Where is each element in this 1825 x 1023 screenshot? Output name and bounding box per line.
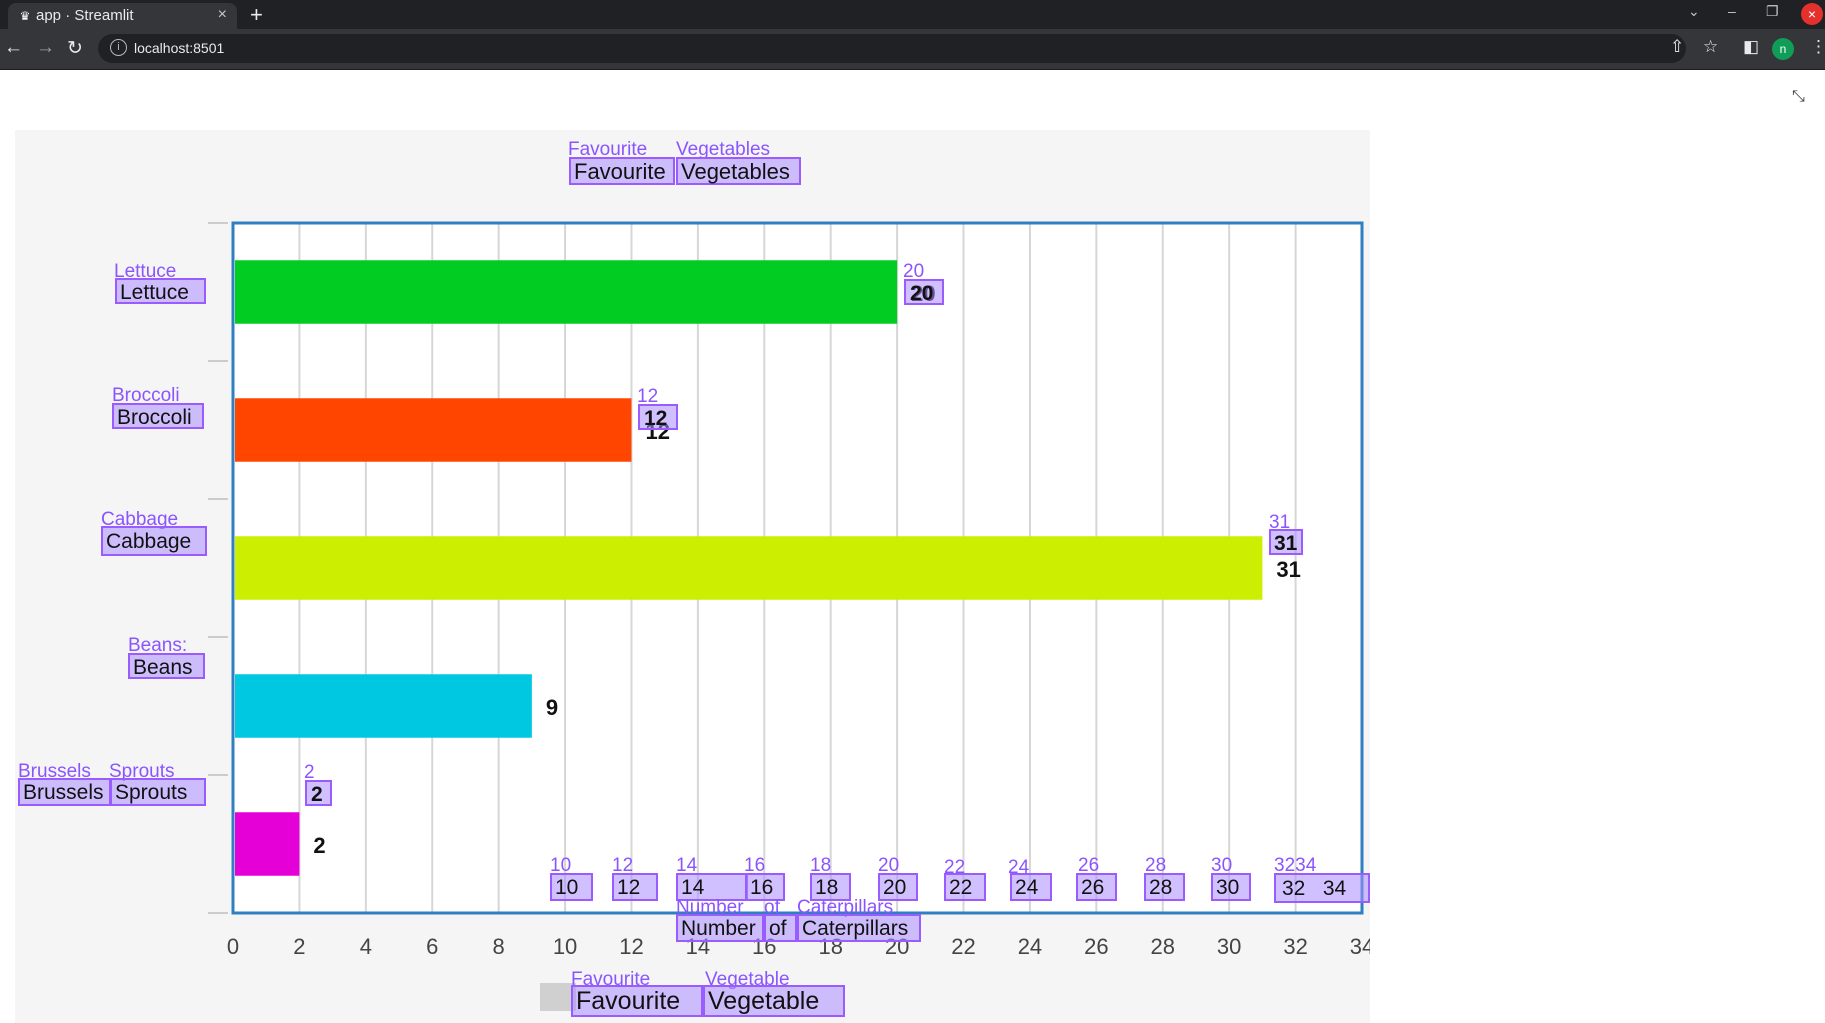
x-tick-label: 6: [426, 934, 438, 959]
streamlit-page: ⤡ 20 12 31 9 2 0 2 4 6 8 10 12 14 16 18 20 22 24 26 28 30 32 3…: [0, 70, 1825, 1023]
bookmark-star-icon[interactable]: ☆: [1703, 37, 1719, 56]
x-tick-label: 18: [818, 934, 842, 959]
x-tick-label: 24: [1018, 934, 1042, 959]
window-close-button[interactable]: ×: [1801, 3, 1823, 25]
x-tick-label: 30: [1217, 934, 1241, 959]
browser-toolbar: ← → ↻ i localhost:8501 ⇧ ☆ ◧ n ⋮: [0, 29, 1825, 70]
x-tick-label: 28: [1151, 934, 1175, 959]
x-tick-label: 34: [1350, 934, 1370, 959]
x-tick-label: 16: [752, 934, 776, 959]
menu-kebab-icon[interactable]: ⋮: [1810, 37, 1825, 56]
forward-icon[interactable]: →: [36, 37, 55, 58]
tab-close-icon[interactable]: ×: [217, 6, 227, 23]
streamlit-logo-icon: ♛: [19, 9, 31, 23]
url-text: localhost:8501: [134, 40, 225, 56]
x-tick-label: 26: [1084, 934, 1108, 959]
x-tick-label: 22: [951, 934, 975, 959]
share-icon[interactable]: ⇧: [1670, 37, 1685, 56]
tab-title: app · Streamlit: [36, 7, 134, 24]
tab-strip: ♛ app · Streamlit × + ⌄ – ❐ ×: [0, 0, 1825, 29]
x-tick-label: 2: [293, 934, 305, 959]
reload-icon[interactable]: ↻: [67, 38, 83, 59]
bar: [235, 260, 898, 324]
tab-search-icon[interactable]: ⌄: [1688, 3, 1700, 19]
bar: [235, 536, 1263, 600]
minimize-icon[interactable]: –: [1728, 3, 1736, 19]
x-tick-label: 8: [493, 934, 505, 959]
restore-icon[interactable]: ❐: [1766, 3, 1779, 19]
tab-app[interactable]: ♛ app · Streamlit ×: [8, 3, 237, 29]
bar-value-label: 31: [1276, 557, 1300, 582]
exit-fullscreen-icon[interactable]: ⤡: [1792, 88, 1805, 105]
x-tick-label: 14: [686, 934, 710, 959]
legend-swatch: [540, 983, 576, 1011]
address-bar[interactable]: i localhost:8501: [98, 34, 1686, 63]
bar-value-label: 2: [313, 833, 325, 858]
chart-panel: 20 12 31 9 2 0 2 4 6 8 10 12 14 16 18 20 22 24 26 28 30 32 34: [15, 130, 1370, 1023]
x-tick-label: 10: [553, 934, 577, 959]
back-icon[interactable]: ←: [4, 37, 23, 58]
new-tab-button[interactable]: +: [250, 2, 263, 27]
bar-value-label: 9: [546, 695, 558, 720]
plot-frame: [231, 221, 1364, 915]
x-tick-label: 12: [619, 934, 643, 959]
x-tick-label: 0: [227, 934, 239, 959]
x-tick-label: 4: [360, 934, 372, 959]
bar-value-label: 12: [645, 419, 669, 444]
bar-value-label: 20: [911, 281, 935, 306]
bar: [235, 398, 632, 462]
bar: [235, 674, 532, 738]
side-panel-icon[interactable]: ◧: [1743, 37, 1760, 56]
bar: [235, 812, 300, 876]
x-tick-label: 32: [1283, 934, 1307, 959]
site-info-icon[interactable]: i: [110, 39, 127, 56]
x-tick-label: 20: [885, 934, 909, 959]
profile-avatar[interactable]: n: [1772, 38, 1794, 60]
